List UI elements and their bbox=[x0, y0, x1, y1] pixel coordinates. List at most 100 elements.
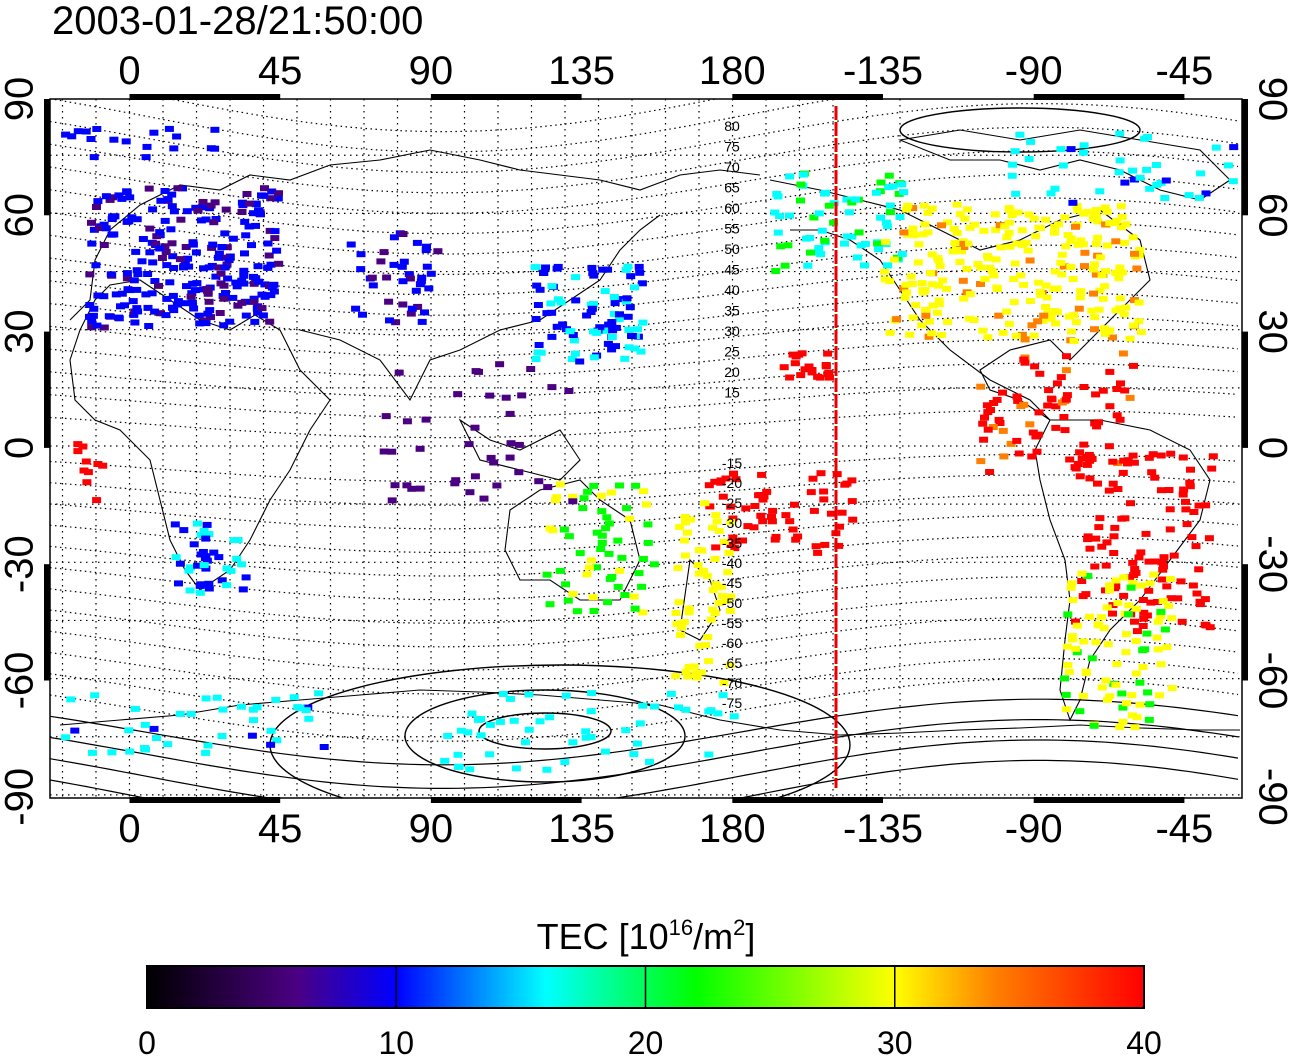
tec-point bbox=[182, 208, 192, 215]
tec-point bbox=[254, 278, 264, 285]
tec-point bbox=[860, 262, 869, 269]
tec-point bbox=[186, 564, 195, 571]
tec-point bbox=[645, 758, 654, 765]
tec-point bbox=[406, 310, 416, 317]
tec-point bbox=[186, 293, 196, 300]
tec-point bbox=[1116, 380, 1125, 387]
tec-point bbox=[1079, 210, 1089, 217]
tec-point bbox=[876, 214, 886, 221]
tec-point bbox=[157, 255, 167, 261]
tec-point bbox=[1165, 506, 1175, 513]
contour-label: -55 bbox=[722, 615, 742, 631]
tec-point bbox=[835, 523, 844, 530]
tec-point bbox=[995, 420, 1005, 426]
tec-point bbox=[192, 520, 202, 527]
tec-point bbox=[570, 350, 580, 357]
tec-point bbox=[1090, 314, 1100, 321]
tec-point bbox=[564, 533, 574, 540]
tec-point bbox=[882, 223, 892, 230]
tec-point bbox=[1136, 582, 1146, 589]
tec-point bbox=[531, 264, 541, 271]
latitude-tick-label: 30 bbox=[1250, 309, 1292, 354]
tec-point bbox=[1113, 486, 1123, 492]
tec-point bbox=[728, 515, 738, 522]
contour-label: 75 bbox=[724, 139, 740, 155]
tec-point bbox=[806, 249, 815, 256]
tec-point bbox=[1155, 692, 1164, 699]
tec-point bbox=[155, 229, 165, 236]
tec-point bbox=[976, 264, 986, 271]
tec-point bbox=[803, 262, 813, 269]
tec-point bbox=[122, 275, 132, 282]
tec-point bbox=[203, 290, 213, 297]
tec-point bbox=[384, 298, 394, 305]
tec-point bbox=[111, 291, 121, 298]
tec-point bbox=[1118, 269, 1128, 276]
tec-point bbox=[921, 312, 931, 319]
tec-point bbox=[625, 515, 635, 522]
tec-point bbox=[531, 316, 541, 322]
tec-point bbox=[705, 503, 715, 510]
tec-point bbox=[390, 482, 400, 489]
tec-point bbox=[1077, 578, 1087, 584]
tec-point bbox=[989, 400, 999, 406]
tec-point bbox=[203, 310, 213, 317]
tec-point bbox=[253, 309, 263, 316]
tec-point bbox=[93, 292, 103, 299]
tec-point bbox=[1041, 216, 1051, 223]
tec-point bbox=[1024, 211, 1034, 218]
tec-point bbox=[201, 216, 211, 223]
tec-point bbox=[1122, 700, 1131, 707]
tec-point bbox=[1127, 692, 1137, 699]
tec-point bbox=[1056, 374, 1066, 381]
tec-point bbox=[847, 477, 857, 484]
tec-point bbox=[623, 263, 633, 270]
contour-label: -40 bbox=[722, 555, 742, 571]
tec-point bbox=[584, 564, 594, 571]
tec-point bbox=[588, 594, 598, 601]
contour-label: 45 bbox=[724, 262, 740, 278]
tec-point bbox=[489, 459, 499, 466]
tec-point bbox=[1104, 443, 1114, 450]
tec-point bbox=[104, 313, 114, 320]
tec-point bbox=[148, 206, 158, 213]
tec-point bbox=[125, 748, 135, 755]
tec-point bbox=[1128, 167, 1138, 174]
tec-point bbox=[1185, 479, 1195, 486]
tec-point bbox=[1161, 177, 1171, 184]
tec-point bbox=[251, 222, 260, 229]
tec-point bbox=[682, 529, 692, 536]
tec-point bbox=[260, 281, 270, 288]
tec-point bbox=[1020, 359, 1030, 366]
tec-point bbox=[223, 275, 233, 282]
tec-point bbox=[1158, 598, 1168, 604]
tec-point bbox=[731, 476, 741, 483]
tec-point bbox=[1194, 566, 1204, 573]
tec-point bbox=[711, 581, 721, 588]
tec-point bbox=[991, 256, 1001, 263]
tec-point bbox=[1118, 469, 1128, 476]
tec-point bbox=[1095, 287, 1105, 294]
tec-point bbox=[534, 342, 544, 348]
tec-point bbox=[927, 205, 937, 212]
tec-point bbox=[1068, 199, 1078, 206]
tec-point bbox=[895, 214, 905, 220]
tec-point bbox=[175, 710, 185, 717]
tec-point bbox=[1034, 409, 1044, 416]
tec-point bbox=[714, 599, 724, 606]
tec-point bbox=[86, 136, 96, 142]
tec-point bbox=[1089, 290, 1098, 297]
tec-point bbox=[1088, 266, 1098, 273]
tec-point bbox=[1207, 465, 1217, 472]
tec-point bbox=[790, 360, 800, 367]
tec-point bbox=[1194, 194, 1204, 201]
tec-point bbox=[237, 561, 247, 568]
tec-point bbox=[196, 531, 206, 538]
tec-point bbox=[1201, 190, 1211, 197]
tec-point bbox=[1087, 307, 1097, 314]
tec-point bbox=[717, 593, 727, 600]
contour-label: -45 bbox=[722, 575, 742, 591]
tec-point bbox=[1192, 590, 1202, 597]
tec-point bbox=[1100, 204, 1110, 211]
colorbar-tick-label: 30 bbox=[877, 1025, 913, 1057]
